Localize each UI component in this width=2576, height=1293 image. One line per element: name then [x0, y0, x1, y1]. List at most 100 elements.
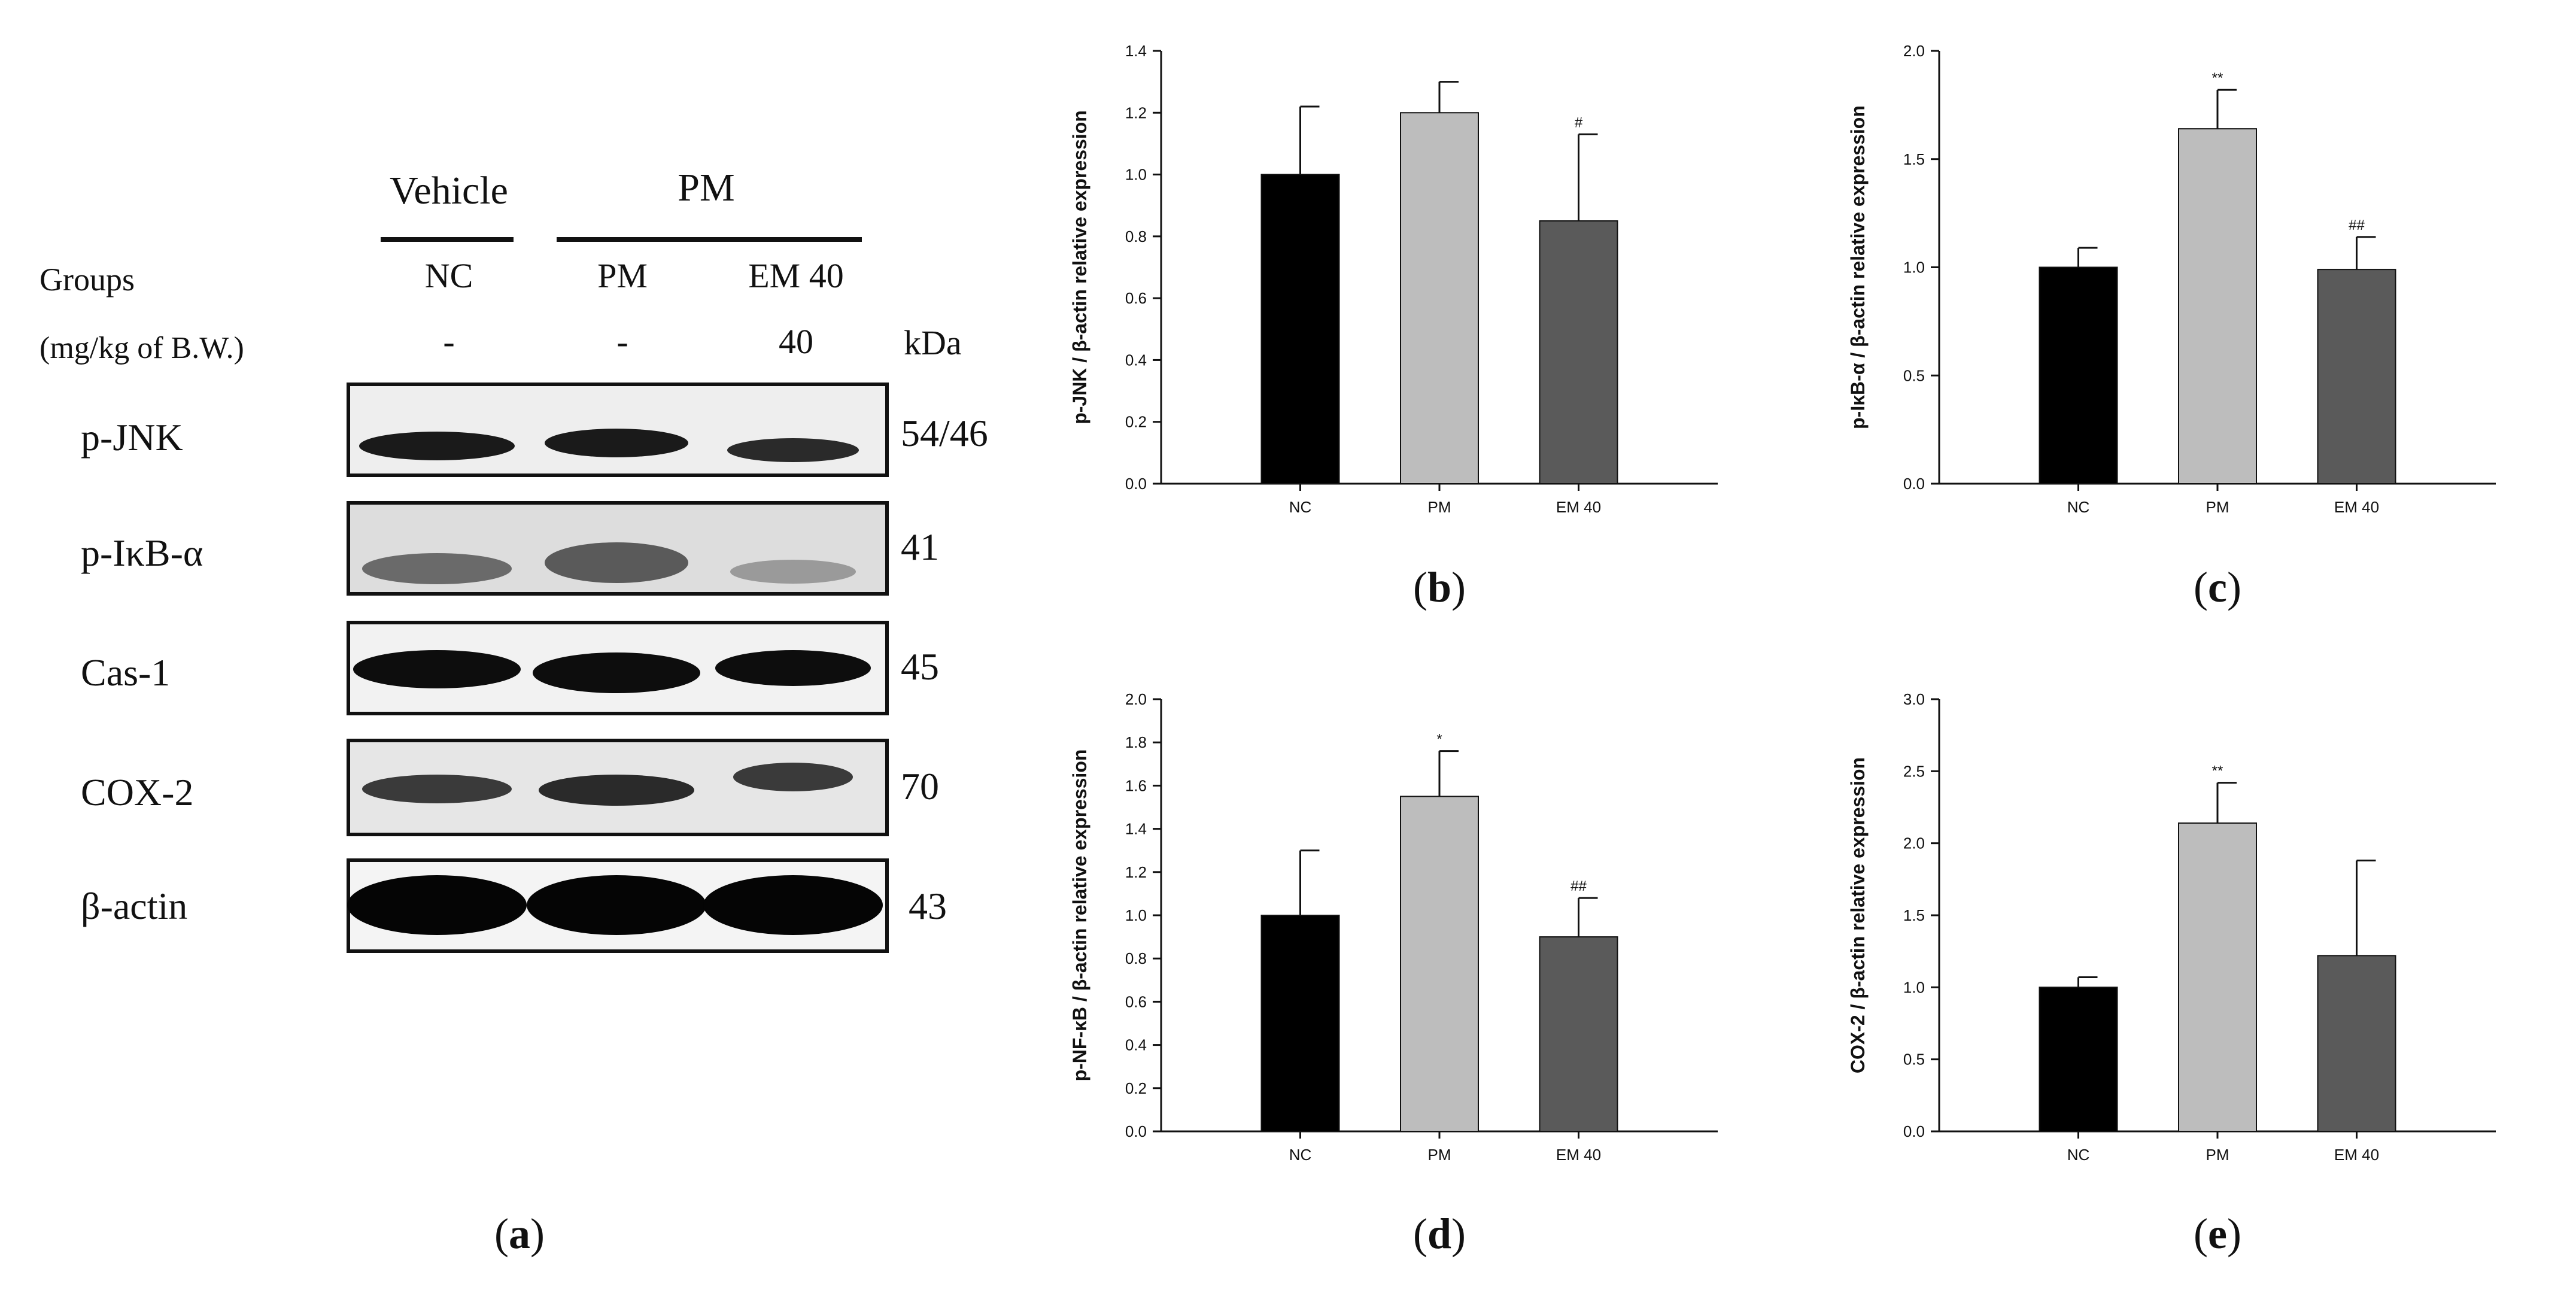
- band-beta-actin-em40: [703, 875, 883, 935]
- y-tick-label: 0.5: [1903, 366, 1925, 384]
- bar-pm: [1400, 112, 1479, 485]
- band-p-ikb-nc: [362, 553, 512, 584]
- band-cas-1-em40: [715, 650, 871, 686]
- band-p-ikb-em40: [730, 560, 856, 584]
- western-blot-panel: Vehicle PM Groups NC PM EM 40 (mg/kg of …: [40, 166, 988, 1258]
- bar-nc: [2039, 266, 2118, 484]
- lane-name-pm: PM: [597, 256, 648, 295]
- y-axis-label: p-NF-κB / β-actin relative expression: [1069, 749, 1090, 1082]
- kda-p-ikb: 41: [901, 526, 939, 568]
- y-tick-label: 0.6: [1125, 992, 1147, 1010]
- y-tick-label: 0.8: [1125, 949, 1147, 967]
- dose-label: (mg/kg of B.W.): [40, 331, 244, 365]
- panel-d-caption: (d): [1413, 1210, 1466, 1258]
- significance-marker: **: [2212, 70, 2223, 86]
- significance-marker: ##: [1570, 878, 1587, 894]
- significance-marker: ##: [2349, 217, 2365, 233]
- x-tick-label: NC: [1289, 498, 1312, 516]
- header-pm: PM: [678, 166, 734, 210]
- protein-label-cox-2: COX-2: [81, 771, 193, 814]
- y-tick-label: 0.0: [1125, 1122, 1147, 1140]
- y-axis-label: p-IκB-α / β-actin relative expression: [1847, 105, 1869, 429]
- y-tick-label: 0.4: [1125, 1036, 1147, 1054]
- x-tick-label: EM 40: [1556, 498, 1601, 516]
- chart-panel-b: 0.0 0.2 0.4 0.6 0.8 1.0 1.2 1.4 p-JNK / β-actin …: [1069, 42, 1718, 516]
- kda-cas-1: 45: [901, 645, 939, 688]
- y-axis-label: COX-2 / β-actin relative expression: [1847, 757, 1869, 1073]
- bar-em40: [2317, 269, 2396, 484]
- kda-beta-actin: 43: [909, 885, 947, 927]
- panel-d-letter: d: [1427, 1210, 1451, 1258]
- y-tick-label: 0.4: [1125, 351, 1147, 369]
- panel-c-caption: (c): [2194, 563, 2241, 611]
- y-tick-label: 0.6: [1125, 289, 1147, 307]
- y-tick-label: 0.0: [1125, 475, 1147, 493]
- y-tick-label: 0.5: [1903, 1051, 1925, 1069]
- chart-panel-e: 0.0 0.5 1.0 1.5 2.0 2.5 3.0 COX-2 / β-actin rel…: [1847, 690, 2496, 1164]
- y-tick-label: 2.0: [1903, 834, 1925, 852]
- x-tick-label: EM 40: [2334, 1146, 2379, 1164]
- y-tick-label: 1.0: [1125, 906, 1147, 924]
- bar-nc: [2039, 987, 2118, 1133]
- y-tick-label: 1.2: [1125, 863, 1147, 881]
- lane-dose-pm: -: [616, 322, 628, 361]
- y-tick-label: 1.2: [1125, 104, 1147, 122]
- y-tick-label: 1.0: [1903, 259, 1925, 277]
- protein-label-cas-1: Cas-1: [81, 651, 170, 694]
- protein-label-p-ikb: p-IκB-α: [81, 532, 203, 574]
- y-tick-label: 2.5: [1903, 762, 1925, 780]
- x-tick-label: NC: [2067, 498, 2090, 516]
- band-cas-1-pm: [533, 652, 700, 693]
- panel-e-letter: e: [2208, 1210, 2227, 1258]
- band-cas-1-nc: [353, 650, 521, 688]
- y-tick-label: 2.0: [1125, 690, 1147, 708]
- band-p-jnk-em40: [727, 438, 859, 462]
- y-tick-label: 0.2: [1125, 413, 1147, 431]
- band-p-jnk-nc: [359, 432, 515, 460]
- y-tick-label: 3.0: [1903, 690, 1925, 708]
- kda-label: kDa: [904, 323, 962, 362]
- groups-label: Groups: [40, 262, 135, 298]
- header-vehicle: Vehicle: [390, 169, 508, 213]
- lane-dose-em40: 40: [779, 322, 813, 361]
- panel-b-letter: b: [1427, 563, 1451, 611]
- panel-a-caption: (a): [494, 1210, 545, 1258]
- significance-marker: **: [2212, 763, 2223, 779]
- panel-a-letter: a: [509, 1210, 530, 1258]
- band-beta-actin-nc: [347, 875, 527, 935]
- panel-e-caption: (e): [2194, 1210, 2241, 1258]
- panel-b-caption: (b): [1413, 563, 1466, 611]
- y-tick-label: 1.0: [1125, 166, 1147, 184]
- lane-name-nc: NC: [425, 256, 473, 295]
- lane-name-em40: EM 40: [748, 256, 844, 295]
- x-tick-label: NC: [2067, 1146, 2090, 1164]
- band-p-jnk-pm: [545, 429, 688, 457]
- significance-marker: *: [1436, 732, 1442, 748]
- y-tick-label: 1.8: [1125, 733, 1147, 751]
- bar-em40: [2317, 955, 2396, 1133]
- kda-cox-2: 70: [901, 765, 939, 808]
- band-beta-actin-pm: [527, 875, 706, 935]
- y-tick-label: 1.4: [1125, 42, 1147, 60]
- chart-panel-d: 0.0 0.2 0.4 0.6 0.8 1.0 1.2 1.4 1.6 1.8 2.0 p-NF-κB…: [1069, 690, 1718, 1164]
- x-tick-label: PM: [2206, 1146, 2229, 1164]
- y-tick-label: 0.0: [1903, 1122, 1925, 1140]
- x-tick-label: EM 40: [1556, 1146, 1601, 1164]
- panel-c-letter: c: [2208, 563, 2227, 611]
- bar-pm: [2178, 128, 2257, 484]
- bar-nc: [1260, 915, 1340, 1132]
- bar-em40: [1539, 220, 1618, 484]
- bar-em40: [1539, 936, 1618, 1132]
- lane-dose-nc: -: [443, 322, 454, 361]
- bar-pm: [2178, 822, 2257, 1133]
- band-cox-2-nc: [362, 775, 512, 803]
- bar-nc: [1260, 174, 1340, 485]
- protein-label-beta-actin: β-actin: [81, 885, 187, 927]
- bar-pm: [1400, 796, 1479, 1132]
- chart-panel-c: 0.0 0.5 1.0 1.5 2.0 p-IκB-α / β-actin relativ…: [1847, 42, 2496, 516]
- y-axis-label: p-JNK / β-actin relative expression: [1069, 110, 1090, 424]
- y-tick-label: 0.8: [1125, 227, 1147, 245]
- y-tick-label: 1.5: [1903, 906, 1925, 924]
- x-tick-label: PM: [2206, 498, 2229, 516]
- significance-marker: #: [1575, 114, 1583, 130]
